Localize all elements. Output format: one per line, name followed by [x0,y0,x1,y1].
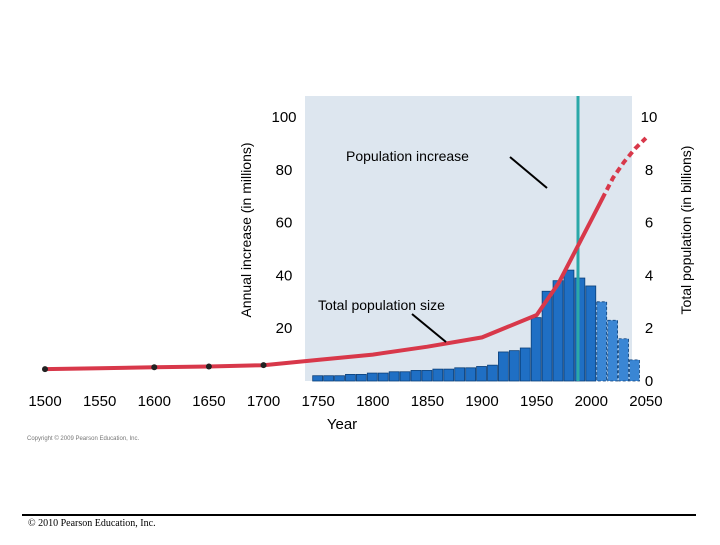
bar [443,368,455,382]
right-tick-label: 0 [645,373,653,390]
bar [476,366,487,382]
x-tick-labels: 1500 1550 1600 1650 1700 1750 1800 1850 1900 1950… [28,393,662,410]
left-axis-label: Annual increase (in millions) [238,142,254,317]
bar [399,371,411,382]
bar [487,364,498,382]
bar [410,370,422,382]
population-marker [42,366,48,373]
bar [421,370,433,382]
bar [355,373,367,382]
bar [377,372,389,382]
bar-series [312,269,640,382]
left-tick-label: 40 [276,267,293,284]
right-tick-label: 2 [645,320,653,337]
bar [465,367,476,382]
bar [345,373,356,382]
population-line-series [43,136,648,372]
bar [323,375,334,382]
bar [618,338,629,382]
bar [454,367,466,382]
x-tick-label: 1700 [247,393,280,410]
bar [432,368,444,382]
x-tick-label: 1800 [356,393,389,410]
bar [541,290,553,382]
x-tick-label: 2050 [629,393,662,410]
bars-annotation-pointer [509,156,548,189]
bar [574,277,586,382]
population-marker [260,362,267,369]
bar [585,285,597,382]
bar [312,375,324,382]
left-tick-label: 100 [271,109,296,126]
right-tick-labels: 0 2 4 6 8 10 [641,109,658,390]
bar [388,371,400,382]
x-tick-label: 1500 [28,393,61,410]
line-annotation: Total population size [318,297,445,313]
copyright-small: Copyright © 2009 Pearson Education, Inc. [27,435,139,442]
population-line [43,196,605,372]
bar [519,347,531,382]
footer-rule [22,514,696,516]
bar [366,372,378,382]
footer-copyright: © 2010 Pearson Education, Inc. [28,518,156,529]
left-tick-labels: 20 40 60 80 100 [271,109,296,337]
right-tick-label: 6 [645,215,653,232]
bar [607,319,619,382]
bar [629,359,640,382]
x-tick-label: 1550 [83,393,116,410]
x-tick-label: 1650 [192,393,225,410]
bar [552,280,564,382]
x-tick-label: 1600 [138,393,171,410]
x-tick-label: 1900 [465,393,498,410]
bar [596,301,608,382]
bars-annotation: Population increase [346,148,469,164]
left-tick-label: 80 [276,162,293,179]
right-tick-label: 10 [641,109,658,126]
x-tick-label: 2000 [575,393,608,410]
bar [508,350,520,382]
bar [530,317,542,382]
bar [563,269,575,382]
x-tick-label: 1950 [520,393,553,410]
right-axis-label: Total population (in billions) [678,146,694,315]
bar [334,375,345,382]
population-markers [42,362,267,373]
line-annotation-pointer [411,313,447,343]
x-tick-label: 1750 [301,393,334,410]
x-tick-label: 1850 [411,393,444,410]
population-projection-line [600,136,648,200]
population-marker [151,364,158,371]
bar [498,351,509,382]
population-marker [205,363,212,370]
right-tick-label: 4 [645,267,653,284]
x-axis-label: Year [327,416,357,433]
left-tick-label: 60 [276,215,293,232]
right-tick-label: 8 [645,162,653,179]
left-tick-label: 20 [276,320,293,337]
